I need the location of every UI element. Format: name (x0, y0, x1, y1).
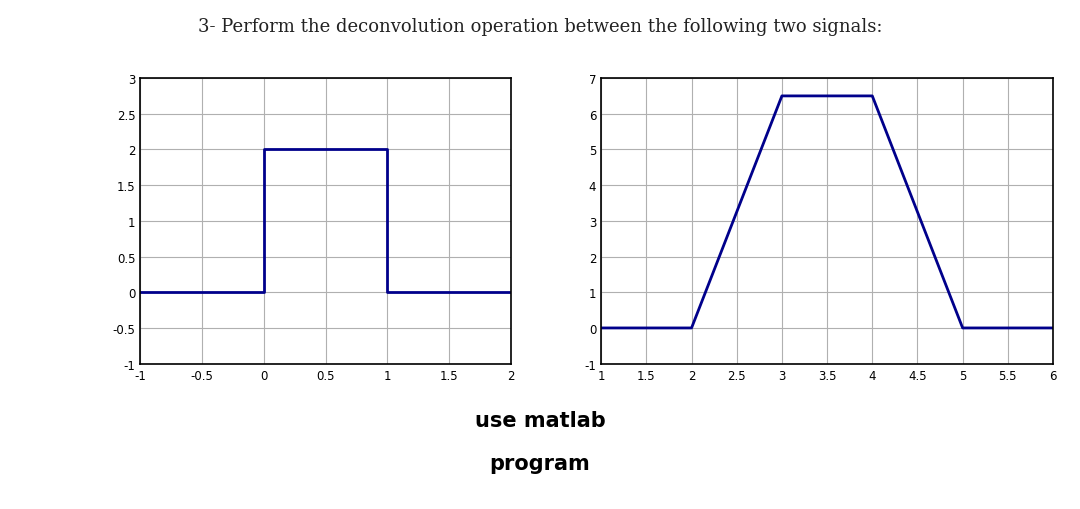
Text: 3- Perform the deconvolution operation between the following two signals:: 3- Perform the deconvolution operation b… (198, 18, 882, 36)
Text: use matlab: use matlab (474, 410, 606, 430)
Text: program: program (489, 453, 591, 473)
